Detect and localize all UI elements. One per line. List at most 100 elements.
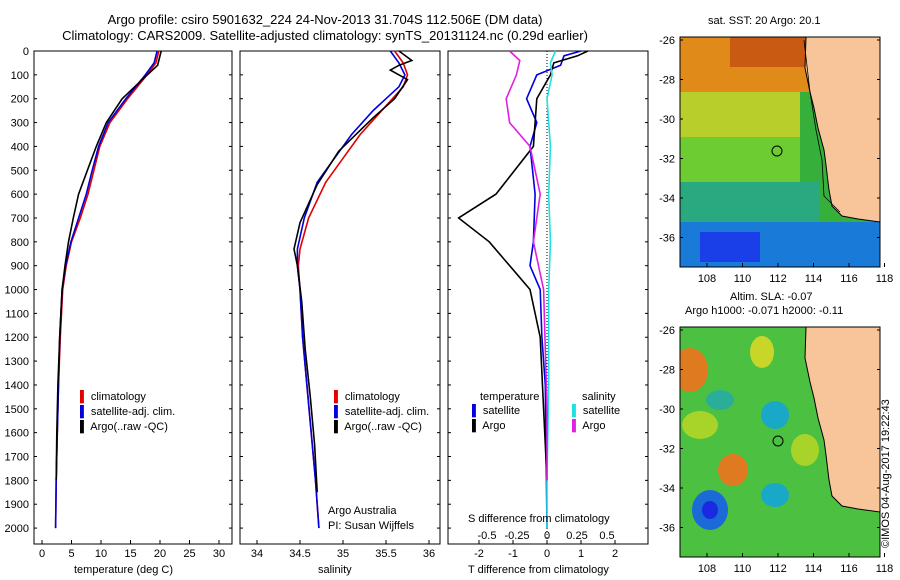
map-ytick-label: -30 xyxy=(659,404,675,416)
map-xtick-label: 110 xyxy=(734,273,752,285)
difference-line xyxy=(525,50,582,529)
imos-credit: ©IMOS 04-Aug-2017 19:22:43 xyxy=(880,399,892,548)
depth-tick-label: 1500 xyxy=(5,404,29,416)
salinity-line xyxy=(296,50,406,529)
map-ytick-label: -28 xyxy=(659,365,675,377)
map-ytick-label: -26 xyxy=(659,35,675,47)
map-ytick-label: -26 xyxy=(659,325,675,337)
map-xtick-label: 112 xyxy=(769,273,787,285)
sla-map-frame xyxy=(679,326,881,558)
tdiff-xtick-label: -2 xyxy=(474,548,484,560)
pi-note: PI: Susan Wijffels xyxy=(328,520,414,532)
s-difference-label: S difference from climatology xyxy=(468,513,610,525)
depth-tick-label: 1600 xyxy=(5,428,29,440)
map-xtick-label: 108 xyxy=(698,563,716,575)
title-line-2: Climatology: CARS2009. Satellite-adjuste… xyxy=(62,28,588,43)
map-xtick-label: 118 xyxy=(876,563,894,575)
difference-series xyxy=(457,50,589,529)
temp-legend-argo: ▌ Argo(..raw -QC) xyxy=(80,421,168,433)
depth-tick-label: 300 xyxy=(11,118,29,130)
depth-axis: 0 100 200 300 400 500 600 700 800 900 1000 1100 1200… xyxy=(5,46,648,535)
depth-tick-label: 1800 xyxy=(5,475,29,487)
depth-tick-label: 1000 xyxy=(5,285,29,297)
sal-legend-climatology: ▌ climatology xyxy=(334,391,400,403)
diff-legend-sal-satellite: ▌ satellite xyxy=(572,405,621,417)
map-ytick-label: -34 xyxy=(659,193,675,205)
title-line-1: Argo profile: csiro 5901632_224 24-Nov-2… xyxy=(107,12,543,27)
sal-xtick-label: 34.5 xyxy=(289,548,310,560)
sdiff-tick-label: 0.5 xyxy=(599,530,614,542)
sst-map xyxy=(680,37,880,267)
temp-legend-satellite: ▌ satellite-adj. clim. xyxy=(80,406,176,418)
map-ytick-label: -32 xyxy=(659,154,675,166)
temperature-xlabel: temperature (deg C) xyxy=(74,564,174,576)
map-ytick-label: -32 xyxy=(659,444,675,456)
diff-legend-temperature-title: temperature xyxy=(480,391,540,403)
map-ytick-label: -36 xyxy=(659,233,675,245)
map-ytick-label: -36 xyxy=(659,523,675,535)
map-xtick-label: 108 xyxy=(698,273,716,285)
depth-tick-label: 1200 xyxy=(5,332,29,344)
tdiff-xtick-label: 0 xyxy=(544,548,550,560)
temp-xtick-label: 15 xyxy=(124,548,136,560)
map-xtick-label: 118 xyxy=(876,273,894,285)
sal-xtick-label: 34 xyxy=(251,548,263,560)
diff-legend-temp-satellite: ▌ satellite xyxy=(472,405,521,417)
depth-tick-label: 1400 xyxy=(5,380,29,392)
tdiff-xtick-label: 2 xyxy=(612,548,618,560)
depth-tick-label: 2000 xyxy=(5,523,29,535)
sal-xtick-label: 36 xyxy=(423,548,435,560)
salinity-line xyxy=(293,50,414,493)
depth-tick-label: 1700 xyxy=(5,452,29,464)
temp-legend-climatology: ▌ climatology xyxy=(80,391,146,403)
argo-australia-note: Argo Australia xyxy=(328,505,397,517)
diff-legend-temp-argo: ▌ Argo xyxy=(472,420,506,432)
sal-legend-argo: ▌ Argo(..raw -QC) xyxy=(334,421,422,433)
map-ytick-label: -30 xyxy=(659,114,675,126)
temp-xtick-label: 10 xyxy=(95,548,107,560)
sal-xtick-label: 35 xyxy=(337,548,349,560)
sst-map-frame xyxy=(679,36,881,268)
sal-legend-satellite: ▌ satellite-adj. clim. xyxy=(334,406,430,418)
sdiff-tick-label: 0 xyxy=(544,530,550,542)
depth-tick-label: 100 xyxy=(11,70,29,82)
difference-line xyxy=(546,50,557,529)
depth-tick-label: 400 xyxy=(11,141,29,153)
t-difference-xlabel: T difference from climatology xyxy=(468,564,609,576)
sla-map-title-1: Altim. SLA: -0.07 xyxy=(730,291,813,303)
sla-map-title-2: Argo h1000: -0.071 h2000: -0.11 xyxy=(685,305,844,317)
map-xtick-label: 112 xyxy=(769,563,787,575)
map-ytick-label: -28 xyxy=(659,75,675,87)
difference-line xyxy=(505,50,548,481)
map-ytick-label: -34 xyxy=(659,483,675,495)
depth-tick-label: 900 xyxy=(11,261,29,273)
depth-tick-label: 200 xyxy=(11,94,29,106)
sdiff-tick-label: -0.5 xyxy=(478,530,497,542)
depth-tick-label: 800 xyxy=(11,237,29,249)
tdiff-xtick-label: 1 xyxy=(578,548,584,560)
map-xtick-label: 116 xyxy=(840,563,858,575)
temp-xtick-label: 25 xyxy=(183,548,195,560)
axis-ticks: 0 5 10 15 20 25 30 34 34.5 35 35.5 36 -2 -1 0 1 2 -0.5 -0.… xyxy=(39,35,893,575)
tdiff-xtick-label: -1 xyxy=(508,548,518,560)
sst-map-title: sat. SST: 20 Argo: 20.1 xyxy=(708,15,821,27)
map-xtick-label: 116 xyxy=(840,273,858,285)
depth-tick-label: 1100 xyxy=(5,308,29,320)
salinity-panel-frame xyxy=(239,50,441,545)
temperature-series xyxy=(54,50,162,529)
difference-line xyxy=(457,50,589,481)
map-xtick-label: 110 xyxy=(734,563,752,575)
temp-xtick-label: 0 xyxy=(39,548,45,560)
map-xtick-label: 114 xyxy=(805,273,823,285)
sdiff-tick-label: -0.25 xyxy=(504,530,529,542)
depth-tick-label: 1900 xyxy=(5,499,29,511)
diff-legend-salinity-title: salinity xyxy=(582,391,616,403)
sla-map xyxy=(680,327,880,557)
temp-xtick-label: 5 xyxy=(68,548,74,560)
salinity-xlabel: salinity xyxy=(318,564,352,576)
depth-tick-label: 500 xyxy=(11,165,29,177)
temperature-panel-frame xyxy=(33,50,233,545)
depth-tick-label: 1300 xyxy=(5,356,29,368)
depth-tick-label: 700 xyxy=(11,213,29,225)
